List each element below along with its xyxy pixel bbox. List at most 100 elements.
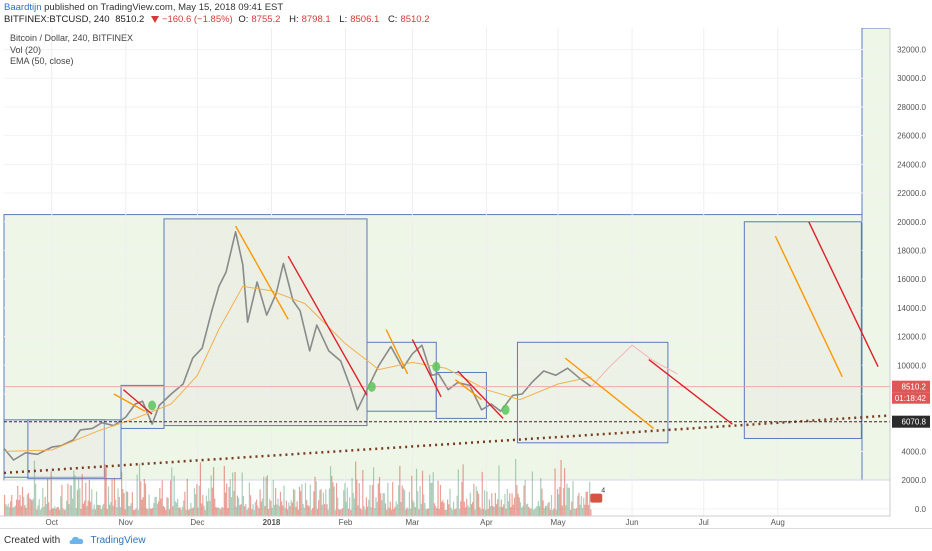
volume-bar — [38, 499, 40, 516]
volume-bar — [43, 506, 45, 516]
volume-bar — [169, 480, 172, 516]
volume-bar — [233, 490, 235, 516]
volume-bar — [550, 495, 553, 516]
volume-bar — [109, 504, 111, 516]
volume-bar — [75, 508, 77, 516]
trend-segment — [385, 329, 409, 375]
volume-bar — [201, 503, 203, 516]
x-tick-label: Apr — [480, 518, 493, 527]
volume-bar — [543, 508, 545, 516]
volume-bar — [475, 486, 477, 516]
volume-bar — [388, 507, 390, 516]
volume-bar — [216, 507, 218, 516]
zone-box — [163, 218, 368, 427]
volume-bar — [586, 491, 588, 516]
header-bar: Baardtijn published on TradingView.com, … — [0, 0, 932, 28]
volume-bar — [328, 488, 330, 516]
author-link[interactable]: Baardtijn — [4, 2, 42, 13]
volume-bar — [525, 504, 528, 516]
close-label: C: 8510.2 — [388, 14, 433, 25]
volume-bar — [418, 509, 420, 516]
volume-bar — [450, 507, 452, 516]
volume-bar — [327, 509, 329, 516]
volume-bar — [572, 481, 574, 516]
volume-bar — [224, 492, 227, 516]
volume-bar — [429, 474, 431, 516]
countdown-bg — [892, 392, 930, 404]
price-chart[interactable]: 0.02000.04000.06000.08000.010000.012000.… — [0, 28, 932, 528]
volume-bar — [117, 488, 119, 516]
volume-bar — [460, 501, 462, 516]
volume-bar — [218, 508, 221, 516]
volume-bar — [301, 484, 303, 516]
volume-bar — [310, 509, 313, 516]
y-tick-label: 20000.0 — [897, 218, 926, 227]
volume-bar — [494, 492, 496, 516]
volume-bar — [131, 492, 133, 516]
volume-bar — [29, 498, 31, 516]
volume-bar — [140, 481, 142, 516]
volume-bar — [497, 499, 499, 516]
volume-bar — [149, 508, 151, 516]
volume-bar — [425, 509, 427, 516]
y-tick-label: 10000.0 — [897, 361, 926, 370]
x-tick-label: Oct — [46, 518, 59, 527]
volume-bar — [252, 504, 254, 516]
support-tag-bg — [892, 415, 930, 428]
volume-bar — [265, 477, 267, 516]
volume-bar — [84, 500, 86, 516]
volume-bar — [426, 508, 428, 516]
volume-bar — [540, 477, 542, 516]
volume-bar — [179, 507, 181, 516]
volume-bar — [49, 509, 51, 516]
current-price-tag-bg — [892, 380, 930, 393]
volume-bar — [74, 475, 76, 516]
x-tick-label: Aug — [771, 518, 785, 527]
tradingview-link[interactable]: TradingView — [90, 535, 146, 546]
volume-bar — [128, 506, 130, 516]
low-value: 8506.1 — [350, 14, 380, 25]
volume-bar — [173, 475, 175, 516]
volume-bar — [376, 501, 378, 516]
y-tick-label: 4000.0 — [902, 447, 927, 456]
volume-bar — [361, 509, 363, 516]
volume-bar — [517, 493, 519, 516]
volume-bar — [21, 487, 24, 516]
volume-bar — [387, 482, 389, 516]
low-key: L: — [339, 14, 348, 25]
volume-bar — [358, 483, 360, 516]
volume-bar — [292, 489, 295, 516]
volume-bar — [341, 508, 344, 516]
volume-bar — [155, 496, 157, 516]
volume-bar — [308, 506, 310, 516]
volume-bar — [211, 487, 213, 516]
volume-bar — [215, 507, 217, 516]
ema-line — [3, 285, 592, 452]
trend-segment — [122, 389, 153, 415]
volume-bar — [366, 506, 369, 516]
support-price-tag: 6070.8 — [902, 418, 927, 427]
volume-bar — [447, 499, 449, 516]
x-tick-label: Jun — [626, 518, 639, 527]
volume-bar — [57, 507, 59, 516]
volume-bar — [300, 491, 302, 516]
volume-bar — [464, 507, 467, 516]
volume-bar — [468, 507, 470, 516]
volume-bar — [103, 503, 105, 516]
volume-bar — [181, 506, 184, 516]
open-value: 8755.2 — [251, 14, 281, 25]
volume-bar — [392, 482, 394, 516]
volume-bar — [196, 484, 198, 516]
volume-bar — [352, 493, 354, 516]
volume-bar — [590, 509, 592, 516]
volume-bar — [232, 472, 234, 516]
volume-bar — [441, 501, 443, 516]
publish-line: Baardtijn published on TradingView.com, … — [4, 2, 283, 13]
volume-bar — [345, 501, 347, 516]
volume-bar — [546, 506, 548, 516]
volume-bar — [202, 495, 204, 516]
volume-bar — [413, 502, 415, 516]
volume-bar — [154, 496, 156, 516]
volume-bar — [100, 509, 102, 516]
volume-bar — [295, 506, 297, 516]
